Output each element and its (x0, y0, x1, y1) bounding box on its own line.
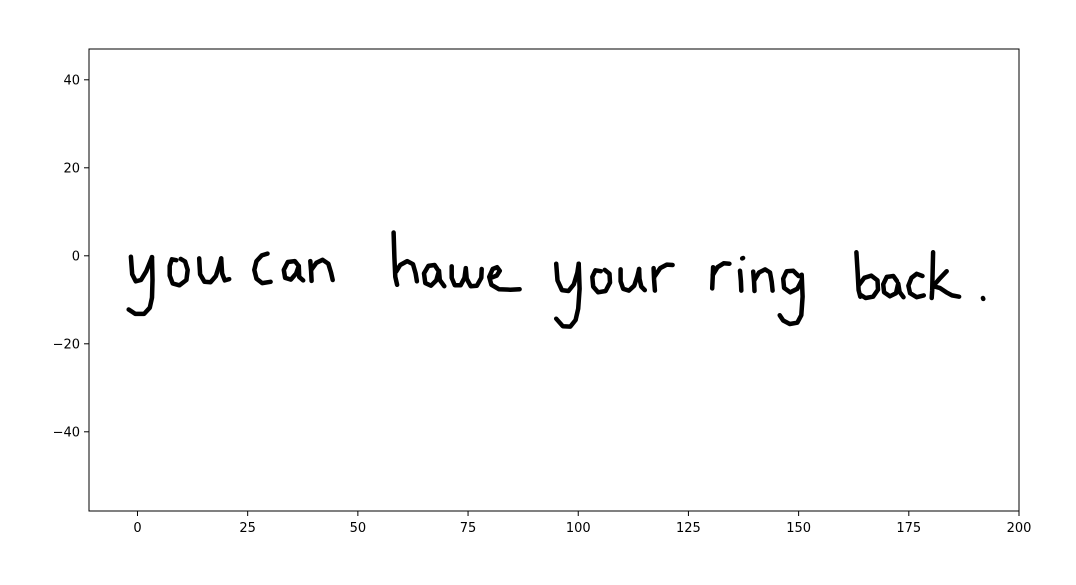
x-tick-label-8: 200 (1007, 521, 1032, 536)
stroke-31 (880, 273, 906, 300)
stroke-12 (449, 264, 484, 289)
y-tick-label-0: 40 (63, 73, 80, 88)
x-tick-label-2: 50 (350, 521, 367, 536)
stroke-26 (752, 267, 775, 293)
stroke-33 (929, 250, 936, 301)
x-tick-label-1: 25 (239, 521, 256, 536)
stroke-16 (590, 267, 613, 295)
x-tick-label-5: 125 (676, 521, 701, 536)
stroke-10 (393, 258, 420, 284)
y-axis-ticks: 40 20 0 −20 −40 (53, 73, 89, 440)
stroke-2 (167, 256, 190, 288)
stroke-34 (930, 268, 962, 299)
stroke-13 (486, 264, 522, 292)
y-tick-label-3: −20 (53, 337, 80, 352)
stroke-1 (126, 254, 155, 317)
stroke-27 (780, 268, 804, 295)
y-tick-label-1: 20 (63, 161, 80, 176)
stroke-6 (281, 258, 306, 283)
stroke-30 (857, 273, 881, 301)
plot-frame (88, 48, 1020, 512)
x-tick-label-0: 0 (133, 521, 141, 536)
stroke-11 (421, 262, 447, 289)
stroke-28 (777, 272, 805, 327)
y-tick-label-2: 0 (72, 249, 80, 264)
x-tick-label-7: 175 (896, 521, 921, 536)
x-tick-label-3: 75 (460, 521, 477, 536)
y-tick-label-4: −40 (53, 425, 80, 440)
stroke-8 (309, 257, 335, 283)
stroke-22 (710, 261, 732, 278)
stroke-32 (906, 271, 927, 300)
stroke-9 (391, 230, 400, 288)
stroke-18 (636, 266, 648, 293)
stroke-5 (252, 251, 273, 286)
stroke-20 (652, 262, 675, 279)
stroke-23 (737, 268, 744, 293)
handwriting-strokes (126, 230, 986, 329)
stroke-0 (128, 254, 155, 284)
x-axis-ticks: 0 25 50 75 100 125 150 175 200 (133, 511, 1031, 536)
stroke-19 (651, 265, 658, 293)
x-tick-label-6: 150 (786, 521, 811, 536)
x-tick-label-4: 100 (566, 521, 591, 536)
stroke-15 (553, 261, 582, 329)
stroke-21 (709, 264, 716, 291)
stroke-4 (218, 256, 232, 283)
